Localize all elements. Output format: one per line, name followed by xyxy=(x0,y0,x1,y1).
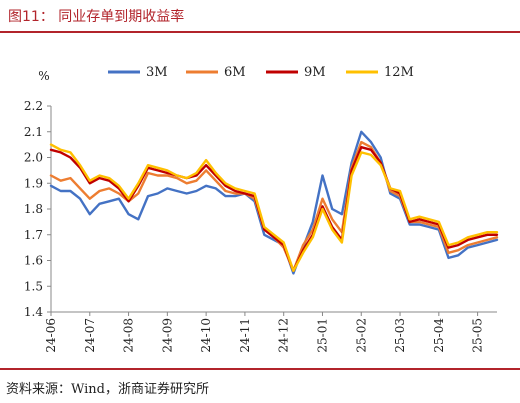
x-tick-label: 25-04 xyxy=(432,318,446,353)
series-line-12m xyxy=(49,143,499,272)
legend-label-3m: 3M xyxy=(146,65,168,80)
series-line-6m xyxy=(49,140,499,272)
source-note: 资料来源：Wind，浙商证券研究所 xyxy=(6,382,209,397)
y-tick-label: 2.0 xyxy=(24,151,43,165)
yield-line-chart: % 1.4 1.5 1.6 1.7 1.8 1.9 2.0 2.1 2.2 24-06 24-07 24… xyxy=(24,65,499,353)
y-tick-label: 1.8 xyxy=(24,202,43,216)
y-axis-unit-label: % xyxy=(38,69,49,83)
y-tick-label: 1.4 xyxy=(24,305,43,319)
legend-label-9m: 9M xyxy=(304,65,326,80)
x-tick-label: 25-05 xyxy=(471,318,485,353)
legend-label-6m: 6M xyxy=(224,65,246,80)
y-tick-label: 1.9 xyxy=(24,176,43,190)
x-tick-label: 24-12 xyxy=(277,318,291,353)
source-rule xyxy=(0,368,520,370)
x-tick-label: 24-10 xyxy=(199,318,213,353)
y-tick-label: 2.2 xyxy=(24,99,43,113)
x-tick-label: 25-02 xyxy=(354,318,368,353)
x-tick-label: 24-08 xyxy=(122,318,136,353)
series-line-9m xyxy=(49,145,499,272)
x-tick-label: 24-06 xyxy=(44,318,58,353)
y-tick-label: 1.7 xyxy=(24,228,43,242)
figure-title: 图11： 同业存单到期收益率 xyxy=(8,9,185,25)
y-tick-label: 1.5 xyxy=(24,279,43,293)
series-line-3m xyxy=(49,130,499,275)
x-tick-label: 25-03 xyxy=(393,318,407,353)
x-tick-label: 24-11 xyxy=(238,318,252,353)
title-rule xyxy=(0,31,520,33)
legend-label-12m: 12M xyxy=(384,65,414,80)
x-tick-label: 25-01 xyxy=(315,318,329,353)
y-tick-label: 2.1 xyxy=(24,125,43,139)
y-tick-label: 1.6 xyxy=(24,254,43,268)
x-tick-label: 24-07 xyxy=(83,318,97,353)
x-tick-label: 24-09 xyxy=(160,318,174,353)
